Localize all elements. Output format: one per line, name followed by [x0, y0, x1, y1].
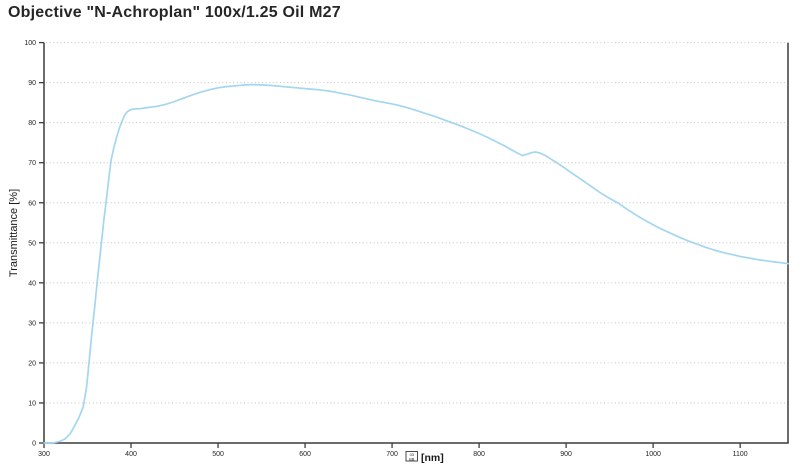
tick-label: 70	[28, 160, 36, 167]
tick-label: 10	[28, 400, 36, 407]
transmittance-curve	[43, 83, 789, 444]
x-axis: 300 400 500 600 700 800 900 1000 1100	[38, 442, 789, 458]
tick-label: 80	[28, 120, 36, 127]
tick-label: 50	[28, 240, 36, 247]
tick-label: 900	[560, 451, 572, 458]
tick-label: 1000	[645, 451, 661, 458]
tick-label: BB	[409, 456, 415, 461]
tick-label: 60	[28, 200, 36, 207]
tick-label: 0	[32, 441, 36, 448]
x-axis-unit-label: [nm]	[421, 452, 444, 464]
tick-label: 03	[410, 452, 415, 457]
tick-label: 30	[28, 320, 36, 327]
tick-label: 800	[473, 451, 485, 458]
chart-title: Objective "N-Achroplan" 100x/1.25 Oil M2…	[8, 4, 341, 21]
tick-label: 700	[386, 451, 398, 458]
tick-label: 600	[299, 451, 311, 458]
tick-label: 500	[212, 451, 224, 458]
tick-label: 20	[28, 360, 36, 367]
gridlines	[46, 42, 787, 404]
tick-label: 300	[38, 451, 50, 458]
tick-label: 40	[28, 280, 36, 287]
tick-label: 100	[24, 40, 36, 47]
tick-label: 400	[125, 451, 137, 458]
y-axis-label: Transmittance [%]	[8, 189, 20, 277]
tick-label: 90	[28, 80, 36, 87]
y-axis: 0 10 20 30 40 50 60 70 80 90 100	[24, 40, 45, 448]
tick-label: 1100	[733, 451, 748, 458]
missing-glyph-box-icon	[405, 451, 418, 462]
